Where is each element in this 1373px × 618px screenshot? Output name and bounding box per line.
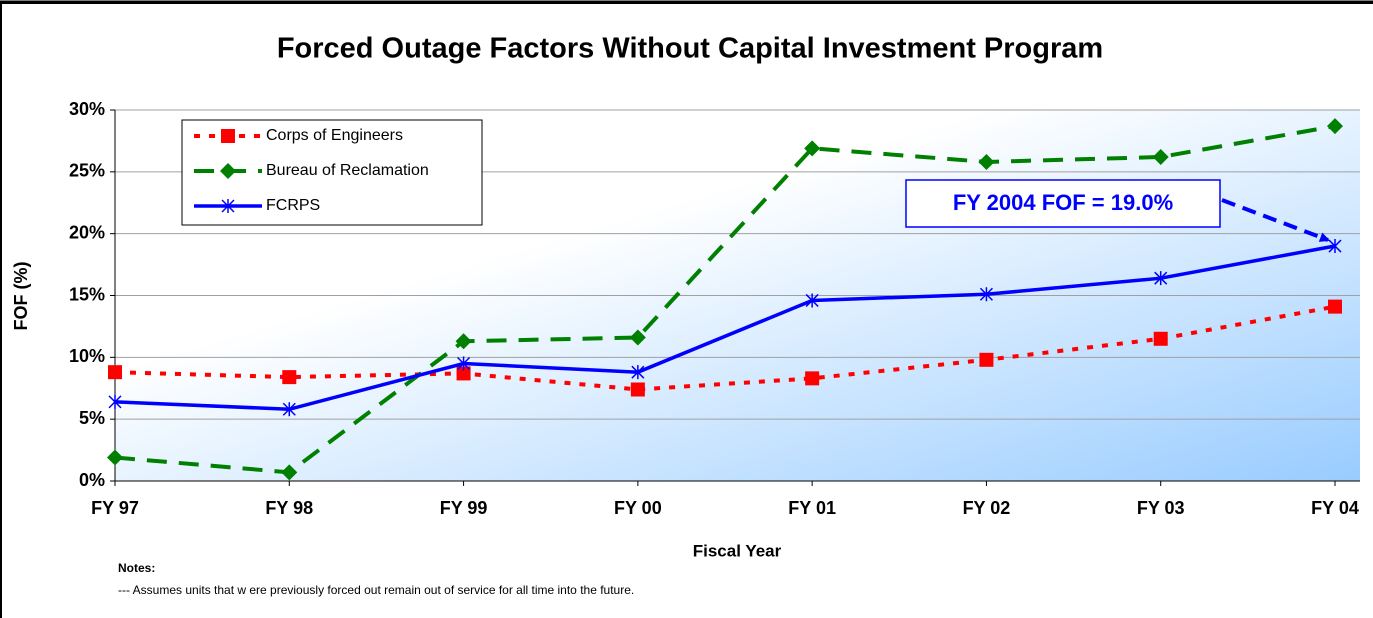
marker [282, 402, 296, 417]
legend-label: FCRPS [266, 197, 320, 214]
marker [281, 464, 298, 481]
annotation: FY 2004 FOF = 19.0% [953, 190, 1173, 215]
x-tick-label: FY 97 [91, 498, 139, 518]
marker [108, 394, 122, 409]
marker [108, 365, 122, 380]
legend-marker [221, 199, 235, 213]
chart-title: Forced Outage Factors Without Capital In… [277, 33, 1103, 65]
marker [979, 352, 994, 367]
notes-title: Notes: [118, 561, 155, 575]
x-axis-label: Fiscal Year [693, 541, 782, 560]
marker [629, 329, 646, 346]
marker [1153, 331, 1168, 346]
marker [456, 366, 471, 381]
grid: 0% 5% 10% 15% 20% 25% 30% FY 97 FY 98 FY 99 FY 00 F… [69, 99, 1360, 518]
annotation-box [905, 179, 1221, 228]
legend-marker [220, 163, 236, 179]
x-tick-label: FY 04 [1311, 498, 1359, 518]
marker [455, 333, 472, 350]
legend-label: Bureau of Reclamation [266, 162, 429, 179]
marker [979, 287, 993, 302]
y-axis-label: FOF (%) [11, 262, 31, 331]
y-tick-label: 25% [69, 161, 105, 181]
annotation-arrow [1221, 198, 1330, 242]
marker [1154, 271, 1168, 286]
marker [630, 382, 645, 397]
marker [457, 356, 471, 371]
marker [107, 449, 123, 466]
legend-marker [221, 129, 235, 143]
marker [631, 365, 645, 380]
x-tick-label: FY 00 [614, 498, 662, 518]
marker [805, 293, 819, 308]
y-tick-label: 0% [79, 470, 105, 490]
y-tick-label: 30% [69, 99, 105, 119]
marker [1327, 118, 1343, 135]
x-tick-label: FY 98 [265, 498, 313, 518]
marker [804, 140, 821, 157]
series-line [114, 244, 1336, 412]
series-line [114, 124, 1336, 475]
y-tick-label: 20% [69, 222, 105, 242]
marker [1328, 299, 1342, 314]
x-tick-label: FY 01 [788, 498, 836, 518]
marker [978, 153, 995, 170]
marker [1328, 239, 1342, 254]
legend-entries: Corps of Engineers Bureau of Reclamation F… [194, 127, 429, 214]
marker [1152, 148, 1169, 165]
y-tick-label: 5% [79, 408, 105, 428]
marker [805, 371, 820, 386]
series [107, 118, 1343, 481]
x-tick-label: FY 02 [963, 498, 1011, 518]
x-tick-label: FY 03 [1137, 498, 1185, 518]
y-tick-label: 10% [69, 346, 105, 366]
x-tick-label: FY 99 [440, 498, 488, 518]
legend-label: Corps of Engineers [266, 127, 403, 144]
marker [282, 370, 297, 385]
y-tick-label: 15% [69, 284, 105, 304]
notes: --- Assumes units that w ere previously … [118, 583, 634, 597]
